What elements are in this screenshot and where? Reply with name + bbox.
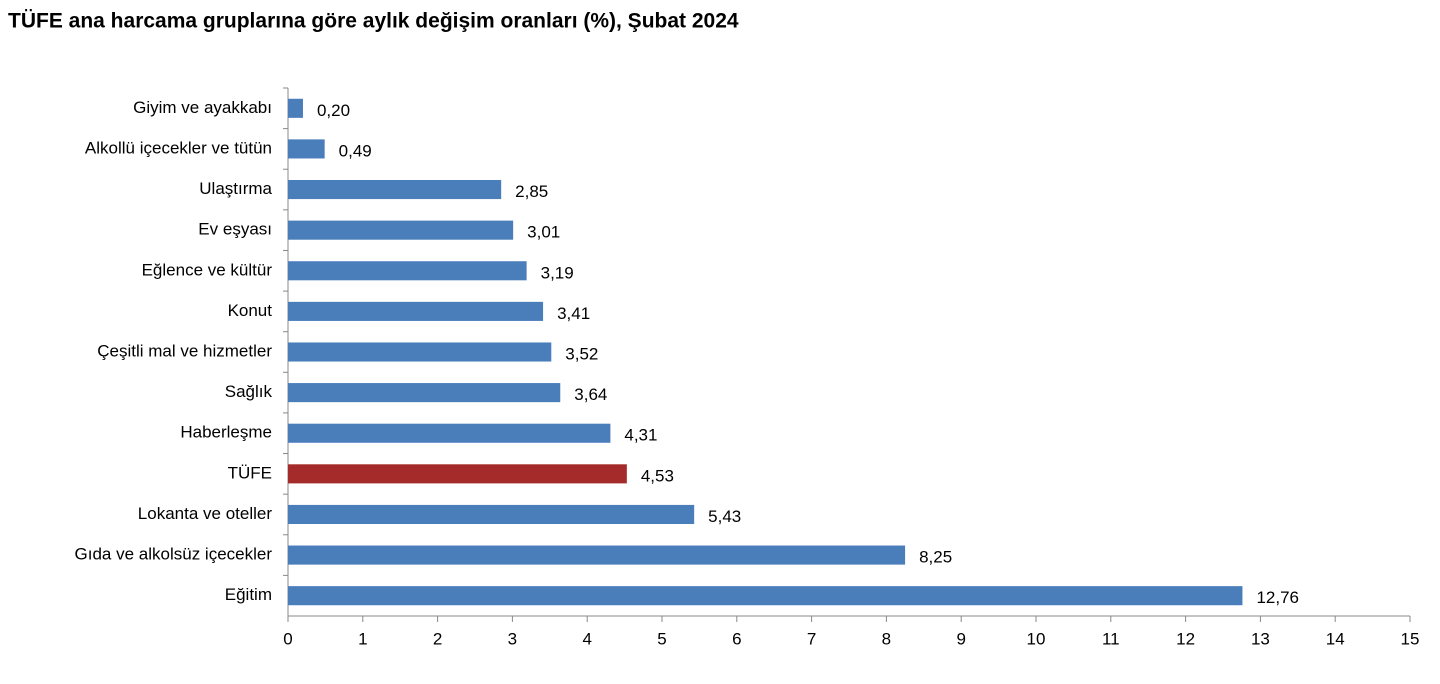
bar [288, 342, 552, 362]
x-tick-label: 15 [1401, 629, 1420, 648]
value-label: 3,01 [527, 223, 560, 242]
bar [288, 98, 303, 118]
x-tick-label: 13 [1251, 629, 1270, 648]
y-tick-label: TÜFE [228, 463, 272, 482]
bar [288, 139, 325, 159]
bar [288, 301, 544, 321]
value-label: 12,76 [1256, 588, 1299, 607]
y-tick-label: Ulaştırma [199, 179, 272, 198]
x-tick-label: 12 [1176, 629, 1195, 648]
x-tick-label: 1 [358, 629, 367, 648]
value-label: 3,19 [541, 263, 574, 282]
x-tick-label: 0 [283, 629, 292, 648]
value-label: 3,41 [557, 304, 590, 323]
bar [288, 383, 561, 403]
x-tick-label: 7 [807, 629, 816, 648]
x-tick-label: 2 [433, 629, 442, 648]
y-tick-label: Eğlence ve kültür [142, 260, 273, 279]
y-tick-label: Konut [228, 301, 273, 320]
x-tick-label: 11 [1102, 629, 1120, 648]
y-tick-label: Lokanta ve oteller [138, 504, 273, 523]
bar [288, 464, 627, 484]
bar [288, 504, 695, 525]
x-tick-label: 6 [732, 629, 741, 648]
value-label: 3,64 [574, 385, 607, 404]
bar [288, 179, 502, 200]
value-label: 4,53 [641, 466, 674, 485]
value-label: 8,25 [919, 548, 952, 567]
y-tick-label: Sağlık [225, 382, 273, 401]
bar [288, 261, 527, 281]
bar [288, 220, 514, 240]
x-tick-label: 3 [508, 629, 517, 648]
value-label: 0,20 [317, 101, 350, 120]
value-label: 2,85 [515, 182, 548, 201]
value-label: 3,52 [565, 344, 598, 363]
bar [288, 423, 611, 443]
y-tick-label: Haberleşme [180, 423, 272, 442]
x-tick-label: 10 [1027, 629, 1046, 648]
y-tick-label: Eğitim [225, 585, 272, 604]
y-tick-label: Gıda ve alkolsüz içecekler [75, 545, 273, 564]
y-tick-label: Çeşitli mal ve hizmetler [97, 341, 272, 360]
bar [288, 586, 1243, 606]
x-tick-label: 14 [1326, 629, 1345, 648]
x-tick-label: 9 [956, 629, 965, 648]
x-tick-label: 8 [882, 629, 891, 648]
bar [288, 545, 906, 565]
chart-title: TÜFE ana harcama gruplarına göre aylık d… [8, 10, 739, 33]
value-label: 5,43 [708, 507, 741, 526]
x-tick-label: 4 [582, 629, 591, 648]
value-label: 0,49 [339, 141, 372, 160]
value-label: 4,31 [624, 426, 657, 445]
y-tick-label: Giyim ve ayakkabı [133, 98, 272, 117]
y-tick-label: Alkollü içecekler ve tütün [85, 138, 272, 157]
x-tick-label: 5 [657, 629, 666, 648]
y-tick-label: Ev eşyası [198, 220, 272, 239]
